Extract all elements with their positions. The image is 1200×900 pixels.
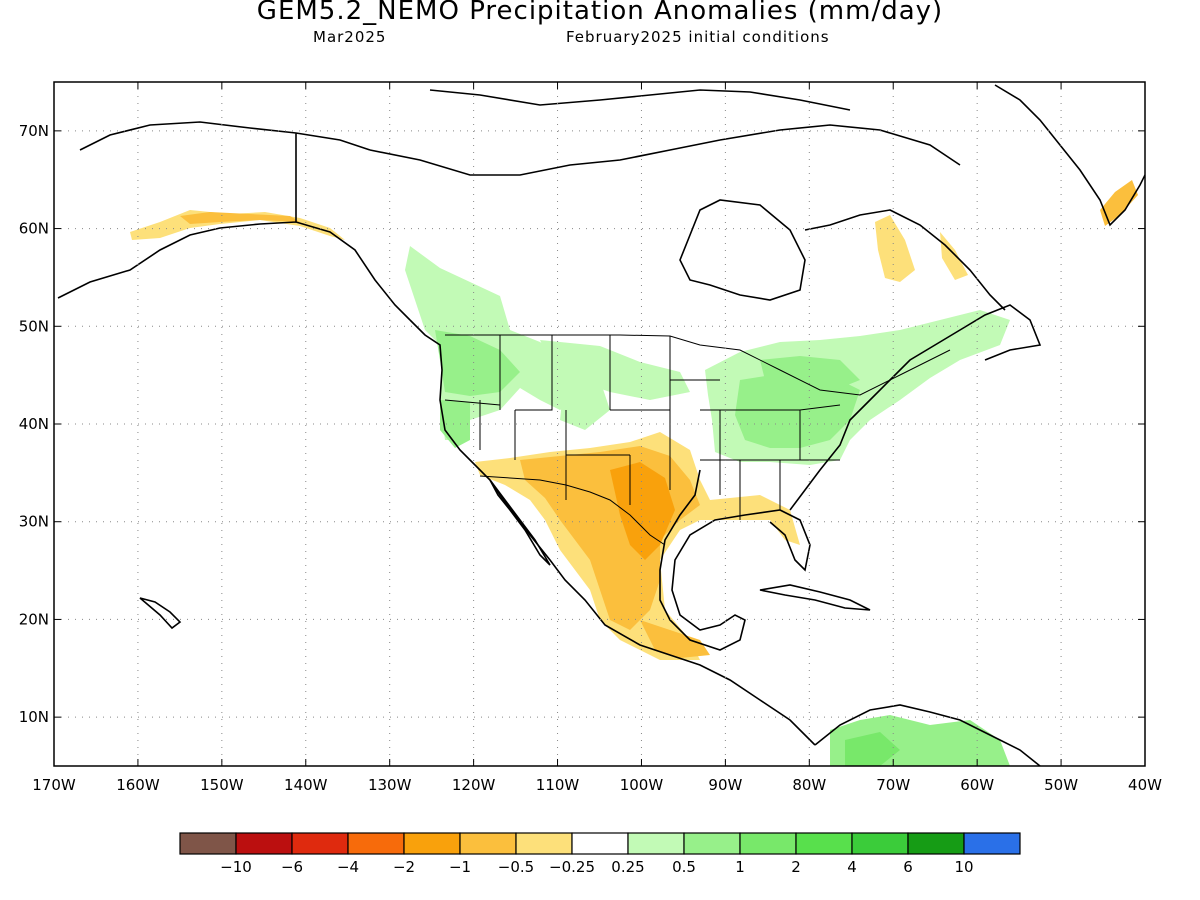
wet-area-northern-plains <box>540 340 690 400</box>
colorbar-label: 10 <box>954 858 973 876</box>
coastline-greenland <box>994 84 1145 227</box>
colorbar-swatch <box>459 832 517 855</box>
lon-tick-label: 150W <box>200 776 244 794</box>
dry-area-texas-core <box>610 462 675 560</box>
colorbar-label: −6 <box>281 858 303 876</box>
coastline-cuba <box>759 584 871 611</box>
lat-lon-grid <box>53 82 1146 766</box>
wet-area-california <box>440 400 470 448</box>
coastline-alaska <box>57 121 411 321</box>
lon-tick-label: 60W <box>960 776 994 794</box>
lon-tick-label: 110W <box>536 776 580 794</box>
colorbar: −10 −6 −4 −2 −1 −0.5 −0.25 0.25 0.5 1 2 4 6 10 <box>179 832 1021 876</box>
dry-area-alaska-core <box>180 212 300 224</box>
dry-area-south-mexico <box>640 620 710 658</box>
coastline-hudson-bay <box>679 199 806 301</box>
lon-tick-label: 100W <box>620 776 664 794</box>
lon-tick-label: 140W <box>284 776 328 794</box>
lon-tick-label: 120W <box>452 776 496 794</box>
lon-tick-label: 130W <box>368 776 412 794</box>
coastline-hawaii <box>139 597 182 630</box>
coastline-baja <box>489 479 551 566</box>
lon-tick-label: 80W <box>792 776 826 794</box>
colorbar-label: 1 <box>735 858 745 876</box>
colorbar-label: −2 <box>393 858 415 876</box>
colorbar-swatch <box>683 832 741 855</box>
colorbar-label: 2 <box>791 858 801 876</box>
colorbar-swatch <box>235 832 293 855</box>
wet-area-pacific-northwest-core <box>435 330 520 396</box>
coastline-pacific <box>409 319 816 746</box>
lat-tick-label: 30N <box>19 513 49 531</box>
colorbar-swatch <box>179 832 237 855</box>
dry-area-labrador-east <box>940 232 968 280</box>
border-us-canada <box>445 334 951 396</box>
lon-tick-label: 160W <box>116 776 160 794</box>
map-axes: 70N 60N 50N 40N 30N 20N 10N 170W 160W 150W 140W 130… <box>19 82 1162 794</box>
colorbar-swatch <box>291 832 349 855</box>
lon-tick-label: 70W <box>876 776 910 794</box>
colorbar-label: −0.25 <box>549 858 595 876</box>
anomaly-shading <box>130 180 1138 766</box>
initial-conditions-label: February2025 initial conditions <box>566 28 830 46</box>
colorbar-label: 0.25 <box>611 858 644 876</box>
lat-tick-label: 20N <box>19 610 49 628</box>
colorbar-label: −4 <box>337 858 359 876</box>
colorbar-label: 4 <box>847 858 857 876</box>
colorbar-swatch <box>347 832 405 855</box>
lon-tick-label: 90W <box>708 776 742 794</box>
wet-area-central-rockies <box>560 372 610 430</box>
colorbar-swatch <box>515 832 573 855</box>
dry-area-labrador <box>875 215 915 282</box>
coastline-atlantic <box>789 304 1042 511</box>
border-us-mexico <box>479 475 666 546</box>
wet-area-south-america-core <box>845 732 900 766</box>
lat-tick-label: 10N <box>19 708 49 726</box>
colorbar-swatch <box>907 832 965 855</box>
map-title: GEM5.2_NEMO Precipitation Anomalies (mm/… <box>256 0 944 26</box>
colorbar-swatch <box>795 832 853 855</box>
colorbar-label: 0.5 <box>672 858 696 876</box>
coastline-gulf <box>659 469 811 651</box>
lat-tick-label: 50N <box>19 317 49 335</box>
colorbar-swatch <box>571 832 629 855</box>
lat-tick-label: 70N <box>19 122 49 140</box>
map-content <box>57 84 1145 766</box>
colorbar-swatch <box>403 832 461 855</box>
map-frame <box>53 81 1146 767</box>
coastlines <box>57 84 1145 766</box>
colorbar-swatch <box>739 832 797 855</box>
colorbar-label: −0.5 <box>498 858 534 876</box>
colorbar-label: 6 <box>903 858 913 876</box>
colorbar-label: −10 <box>220 858 252 876</box>
coastline-arctic <box>369 89 961 176</box>
lat-tick-label: 60N <box>19 220 49 238</box>
coastline-labrador <box>804 209 1006 311</box>
colorbar-swatch <box>627 832 685 855</box>
border-state-b <box>444 379 841 460</box>
lon-tick-label: 40W <box>1128 776 1162 794</box>
lat-tick-label: 40N <box>19 415 49 433</box>
border-state-a <box>499 335 840 520</box>
colorbar-label: −1 <box>449 858 471 876</box>
wet-area-great-lakes-core <box>760 356 860 392</box>
colorbar-swatch <box>963 832 1021 855</box>
lon-tick-label: 170W <box>32 776 76 794</box>
lon-tick-label: 50W <box>1044 776 1078 794</box>
political-borders <box>444 334 951 546</box>
dry-area-greenland <box>1100 180 1138 226</box>
colorbar-swatch <box>851 832 909 855</box>
valid-month-label: Mar2025 <box>313 28 387 46</box>
coastline-south-america <box>814 704 1041 766</box>
